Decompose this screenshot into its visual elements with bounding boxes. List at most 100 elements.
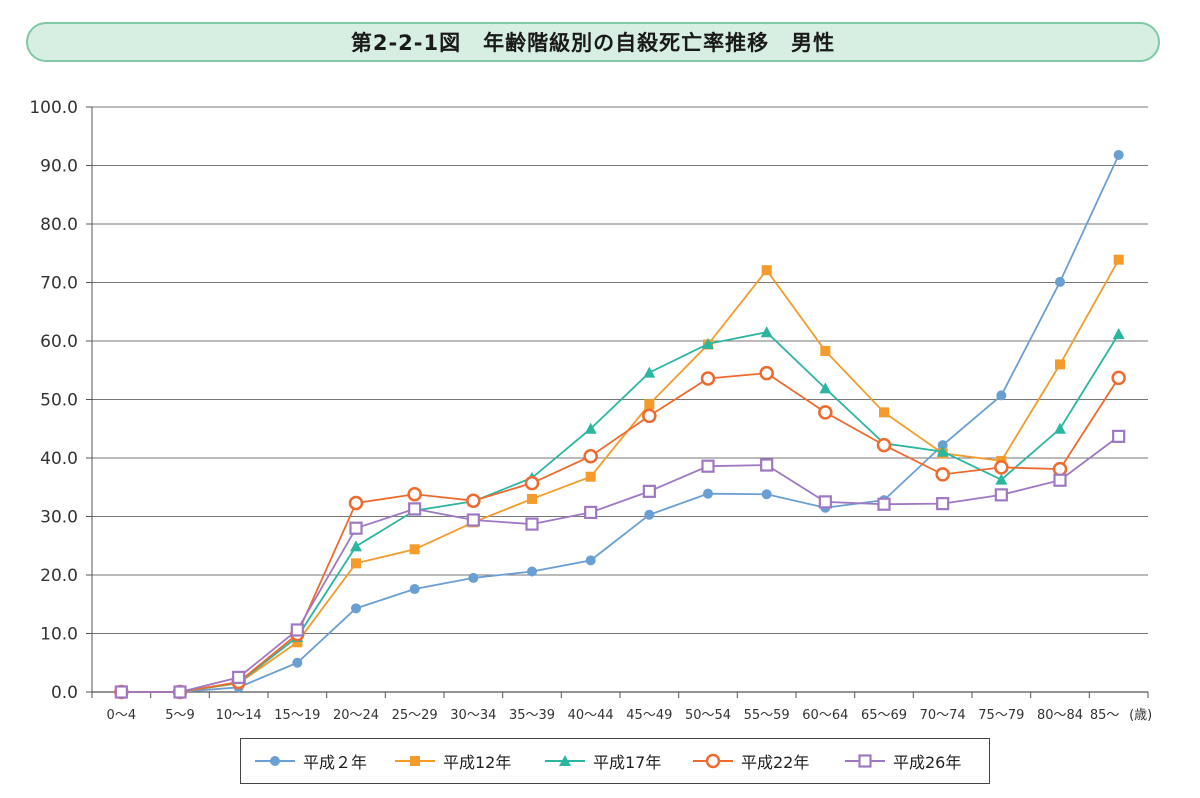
data-point [350,540,362,552]
legend-label: 平成２年 [303,753,368,772]
x-tick-label: 20～24 [333,708,379,723]
legend-item: 平成22年 [693,739,809,783]
x-tick-label: 80～84 [1037,708,1083,723]
data-point [1052,461,1068,477]
y-tick-label: 90.0 [40,157,78,177]
legend-swatch [845,754,885,768]
data-point [585,471,596,482]
legend-swatch [395,756,435,766]
data-point [761,265,772,276]
data-point [994,488,1008,502]
data-point [1113,149,1124,160]
title-bar: 第2-2-1図 年齢階級別の自殺死亡率推移 男性 [26,22,1160,62]
x-tick-label: 15～19 [274,708,320,723]
data-point [583,448,598,464]
data-point [703,488,713,499]
x-tick-label: 40～44 [568,708,614,723]
x-unit-label: (歳) [1129,708,1152,723]
data-point [351,603,361,614]
data-point [877,497,891,511]
x-tick-label: 45～49 [626,708,672,723]
data-point [1113,254,1124,265]
data-point [292,637,303,648]
legend-marker [559,755,571,766]
data-point [996,390,1007,401]
data-point [585,555,596,566]
data-point [644,509,655,520]
legend-label: 平成17年 [593,753,662,772]
y-tick-label: 30.0 [40,508,78,528]
data-point [232,670,246,684]
data-point [351,558,361,569]
data-point [818,495,832,509]
data-point [642,484,656,498]
data-point [936,445,949,457]
x-tick-label: 60～64 [802,708,848,723]
x-tick-label: 35～39 [509,708,555,723]
legend-label: 平成26年 [893,753,962,772]
data-point [527,493,537,504]
x-tick-label: 85～ [1090,708,1120,723]
x-tick-label: 0～4 [107,708,137,723]
data-point [759,365,774,381]
legend-marker [858,754,872,768]
series-line [121,435,1120,693]
legend-swatch [255,756,295,766]
data-point [524,475,540,491]
x-tick-label: 50～54 [685,708,731,723]
series-4 [114,365,1126,700]
legend-marker [705,753,721,769]
data-point [466,493,481,508]
data-point [760,458,774,472]
data-point [760,326,773,338]
series-line [121,154,1120,693]
legend-item: 平成17年 [545,739,661,783]
legend-label: 平成22年 [741,753,810,772]
data-point [407,487,422,502]
data-point [700,371,716,386]
series-line [121,331,1120,693]
legend-item: 平成12年 [395,739,511,783]
data-point [409,584,420,595]
data-point [818,405,833,420]
y-tick-label: 40.0 [40,449,78,469]
data-point [994,460,1009,475]
data-point [937,440,948,451]
series-line [121,259,1120,693]
legend-item: 平成26年 [845,739,961,783]
series-line [121,372,1120,693]
data-point [114,685,128,699]
series-5 [114,429,1126,699]
data-point [468,572,479,583]
data-point [348,495,364,511]
data-point [408,502,422,516]
data-point [290,623,304,637]
data-point [935,467,950,482]
legend-swatch [545,755,585,766]
series-2 [116,254,1124,697]
data-point [876,437,892,453]
series-3 [115,326,1125,697]
x-tick-label: 25～29 [392,708,438,723]
data-point [1112,429,1126,443]
legend-item: 平成２年 [255,739,367,783]
data-point [879,407,889,418]
legend-marker [410,756,420,766]
data-point [642,408,657,424]
y-tick-label: 20.0 [40,566,78,586]
data-point [1053,473,1067,487]
y-tick-label: 100.0 [29,98,78,118]
data-point [527,566,537,577]
data-point [466,513,480,527]
x-axis-ticks: 0～4 5～9 10～14 15～19 20～24 25～29 30～34 35～39 40～4… [107,708,1153,723]
data-point [820,345,831,356]
data-point [173,685,187,699]
axes [86,106,1149,698]
data-point [643,366,656,378]
chart-title: 第2-2-1図 年齢階級別の自殺死亡率推移 男性 [350,31,836,55]
data-point [702,337,714,349]
data-point [1055,359,1065,370]
data-point [1112,327,1125,339]
data-point [644,399,655,410]
data-point [349,521,363,535]
